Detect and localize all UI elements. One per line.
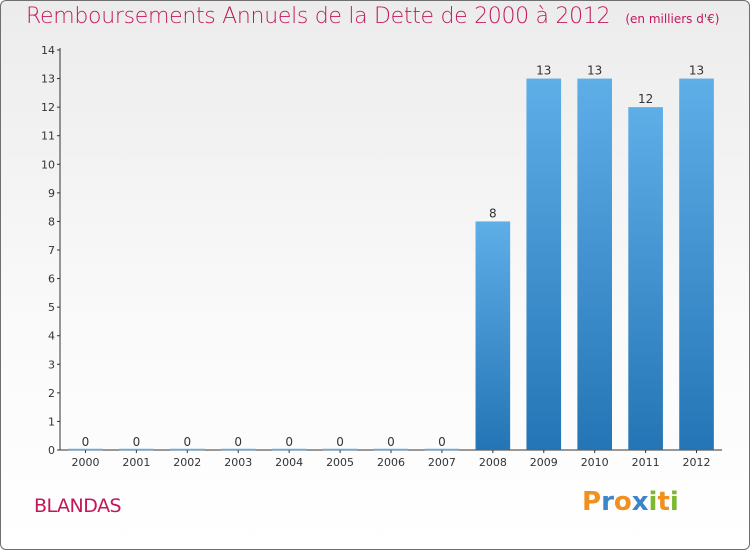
chart-title: Remboursements Annuels de la Dette de 20… (26, 4, 611, 29)
y-tick-label: 6 (48, 273, 55, 286)
bar (628, 107, 663, 451)
y-tick-label: 2 (48, 387, 55, 400)
data-label: 0 (438, 435, 446, 449)
data-label: 13 (689, 64, 704, 78)
bar (526, 78, 562, 451)
logo-letter: i (648, 487, 658, 517)
bars (68, 78, 714, 451)
x-tick-label: 2003 (224, 456, 252, 469)
x-axis: 2000 2001 2002 2003 2004 2005 2006 2007 2008 2009… (60, 449, 722, 469)
x-tick-label: 2007 (428, 456, 456, 469)
y-tick-label: 13 (41, 73, 55, 86)
logo-letter: t (657, 487, 670, 517)
bar (679, 78, 714, 451)
x-tick-label: 2004 (275, 456, 303, 469)
y-tick-label: 12 (41, 101, 55, 114)
data-labels: 0 0 0 0 0 0 0 0 8 13 13 12 13 (82, 64, 705, 449)
bar (475, 221, 511, 450)
y-tick-label: 7 (48, 244, 55, 257)
y-tick-label: 3 (48, 358, 55, 371)
data-label: 0 (336, 435, 344, 449)
data-label: 0 (82, 435, 90, 449)
data-label: 0 (133, 435, 141, 449)
x-tick-label: 2005 (326, 456, 354, 469)
logo-letter: i (669, 487, 679, 517)
data-label: 13 (536, 64, 551, 78)
y-tick-label: 8 (48, 215, 55, 228)
data-label: 0 (387, 435, 395, 449)
y-tick-label: 0 (48, 444, 55, 457)
x-tick-label: 2011 (632, 456, 660, 469)
y-tick-label: 10 (41, 158, 55, 171)
y-tick-label: 14 (41, 44, 55, 57)
x-tick-label: 2008 (479, 456, 507, 469)
y-tick-label: 1 (48, 415, 55, 428)
logo-letter: P (582, 487, 602, 517)
x-tick-label: 2012 (683, 456, 711, 469)
chart-subtitle: (en milliers d'€) (625, 12, 720, 26)
y-tick-label: 9 (48, 187, 55, 200)
x-tick-label: 2001 (122, 456, 150, 469)
x-tick-label: 2000 (71, 456, 99, 469)
x-tick-label: 2002 (173, 456, 201, 469)
chart-title-block: Remboursements Annuels de la Dette de 20… (26, 4, 719, 29)
y-tick-label: 5 (48, 301, 55, 314)
data-label: 8 (489, 206, 497, 220)
logo-letter: r (601, 487, 614, 517)
data-label: 0 (234, 435, 242, 449)
x-tick-label: 2009 (530, 456, 558, 469)
logo-letter: x (631, 487, 649, 517)
y-tick-label: 4 (48, 330, 55, 343)
x-tick-label: 2006 (377, 456, 405, 469)
logo-letter: o (613, 487, 632, 517)
data-label: 12 (638, 92, 653, 106)
commune-name: BLANDAS (34, 495, 122, 517)
bar (577, 78, 613, 451)
data-label: 0 (183, 435, 191, 449)
x-tick-label: 2010 (581, 456, 609, 469)
data-label: 0 (285, 435, 293, 449)
proxiti-logo[interactable]: Proxiti (582, 487, 679, 517)
data-label: 13 (587, 64, 602, 78)
y-tick-label: 11 (41, 130, 55, 143)
